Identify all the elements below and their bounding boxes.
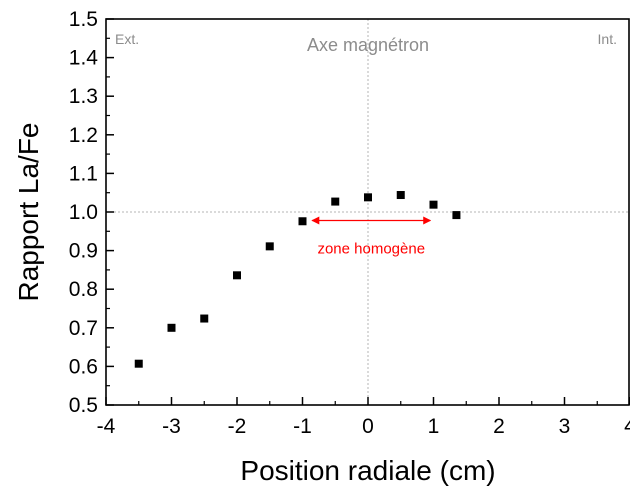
reference-lines <box>106 19 630 405</box>
y-axis-title: Rapport La/Fe <box>13 123 44 302</box>
y-tick-label: 1.0 <box>69 201 98 224</box>
data-point <box>452 211 461 220</box>
x-tick-label: -4 <box>97 415 116 438</box>
data-point <box>298 217 307 226</box>
x-axis-title: Position radiale (cm) <box>240 455 495 486</box>
data-point <box>233 271 241 280</box>
data-point <box>364 193 372 202</box>
data-point <box>396 191 405 200</box>
y-tick-label: 1.2 <box>69 124 98 147</box>
data-point <box>134 359 143 368</box>
x-tick-label: -3 <box>162 415 181 438</box>
axis-ticks <box>105 18 630 406</box>
y-tick-label: 1.1 <box>69 162 98 185</box>
y-tick-labels: 0.5 0.6 0.7 0.8 0.9 1.0 1.1 1.2 1.3 1.4 1.5 <box>69 8 99 417</box>
y-tick-label: 0.9 <box>69 240 98 263</box>
data-point <box>265 242 274 251</box>
data-point <box>429 200 438 209</box>
x-tick-label: 0 <box>362 415 374 438</box>
corner-label-ext: Ext. <box>115 31 139 47</box>
y-tick-label: 1.5 <box>69 8 98 31</box>
zone-label: zone homogène <box>317 240 425 257</box>
x-tick-label: 2 <box>493 415 505 438</box>
y-tick-label: 0.8 <box>69 278 98 301</box>
x-tick-label: 3 <box>559 415 571 438</box>
y-tick-label: 0.5 <box>69 394 98 417</box>
data-point <box>331 197 340 206</box>
x-tick-label: 1 <box>428 415 440 438</box>
x-tick-label: 4 <box>624 415 630 438</box>
y-tick-label: 0.6 <box>69 355 98 378</box>
data-points <box>134 191 461 368</box>
x-tick-label: -1 <box>293 415 312 438</box>
data-point <box>167 323 176 332</box>
y-tick-label: 0.7 <box>69 317 98 340</box>
data-point <box>200 314 209 323</box>
x-tick-label: -2 <box>228 415 247 438</box>
y-tick-label: 1.4 <box>69 47 99 70</box>
y-tick-label: 1.3 <box>69 85 98 108</box>
corner-label-int: Int. <box>598 31 617 47</box>
x-tick-labels: -4 -3 -2 -1 0 1 2 3 4 <box>97 415 630 438</box>
axis-center-label: Axe magnétron <box>307 35 429 55</box>
